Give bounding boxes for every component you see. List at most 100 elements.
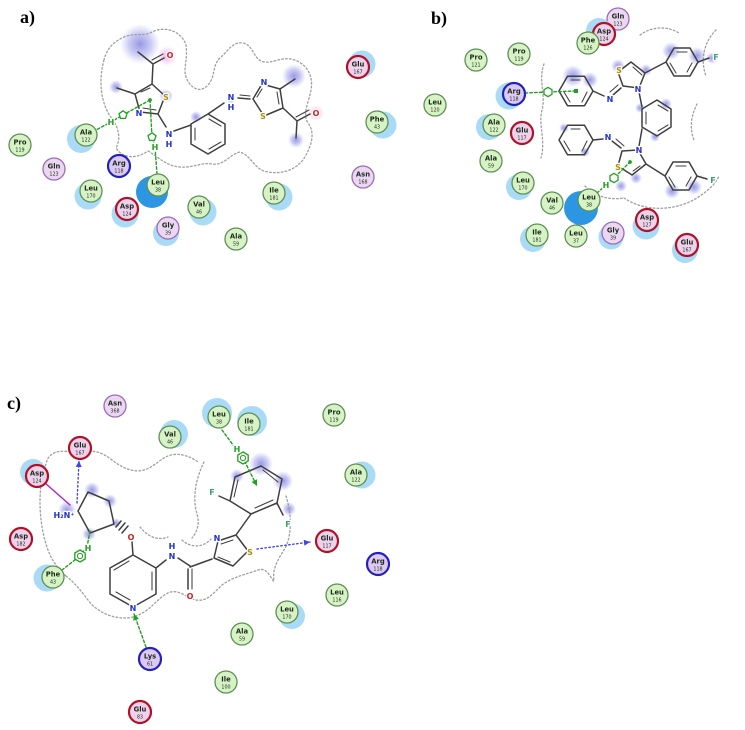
residue-name: Ile xyxy=(269,187,279,195)
residue-circle xyxy=(42,157,66,181)
arrowhead xyxy=(133,614,139,621)
residue-number: 59 xyxy=(233,242,239,248)
atom-label-s: S xyxy=(615,163,621,172)
ring6-marker xyxy=(237,451,249,465)
atom-label-n: N xyxy=(136,109,143,118)
ligand-solvent-blob xyxy=(159,89,173,103)
residue-number: 167 xyxy=(75,451,84,457)
residue-number: 168 xyxy=(358,180,367,186)
residue-number: 39 xyxy=(610,236,616,242)
panel-a-label: a) xyxy=(20,7,35,28)
residue-circle xyxy=(344,463,368,487)
interaction-arene-h-leu38 xyxy=(147,99,158,175)
residue-circle xyxy=(156,216,180,240)
residue-number: 46 xyxy=(167,440,173,446)
residue-name: Leu xyxy=(151,179,165,187)
residue-name: Ile xyxy=(221,676,231,684)
residue-name: Pro xyxy=(512,48,525,56)
residue-name: Pro xyxy=(327,409,340,417)
residue-name: Glu xyxy=(134,706,147,714)
residue-circle xyxy=(8,526,34,552)
ligand-solvent-blob xyxy=(84,482,100,498)
ligand-solvent-blob xyxy=(308,105,324,121)
residue-number: 119 xyxy=(329,418,338,424)
atom-label-h: H xyxy=(169,542,176,551)
residue-number: 117 xyxy=(517,136,526,142)
pocket-contour-c xyxy=(39,450,291,619)
residue-name: Ala xyxy=(485,155,498,163)
residue-name: Leu xyxy=(516,177,530,185)
ligand-solvent-blob xyxy=(582,72,598,88)
residue-name: Ala xyxy=(80,129,93,137)
atom-label-s: S xyxy=(247,548,253,557)
ligand-solvent-blob xyxy=(686,179,702,195)
residue-number: 43 xyxy=(374,125,380,131)
atom-label-n: N xyxy=(607,95,614,104)
residue-circle xyxy=(564,224,588,248)
interaction-cation-arene-arg118 xyxy=(524,86,578,98)
atom-label-o: O xyxy=(187,592,194,601)
ligand-solvent-blob xyxy=(109,80,123,94)
ligand-solvent-blob xyxy=(226,94,236,104)
atom-label-h: H xyxy=(603,181,610,190)
residue-number: 368 xyxy=(110,409,119,415)
aromatic-circle xyxy=(239,454,247,462)
ring-centroid-marker xyxy=(574,89,578,93)
residue-name: Lys xyxy=(144,653,156,661)
atom-label-s: S xyxy=(163,93,169,102)
residue-number: 170 xyxy=(518,186,527,192)
residue-name: Arg xyxy=(371,558,385,566)
arrowhead xyxy=(251,479,257,486)
residue-number: 46 xyxy=(549,206,555,212)
atom-label-n: N xyxy=(261,78,268,87)
residue-circle xyxy=(24,463,50,489)
residue-number: 118 xyxy=(114,169,123,175)
residue-circle xyxy=(634,207,660,233)
interaction-line xyxy=(256,541,311,550)
residue-number: 116 xyxy=(332,598,341,604)
atom-label-n: N xyxy=(169,552,176,561)
residue-name: Leu xyxy=(582,194,596,202)
ring5-marker xyxy=(147,131,157,142)
interaction-arene-h-ala122 xyxy=(95,98,152,131)
arrowhead xyxy=(75,461,82,468)
residue-name: Phe xyxy=(581,37,596,45)
residue-circle xyxy=(158,425,182,449)
residue-name: Glu xyxy=(321,535,334,543)
residue-number: 167 xyxy=(682,248,691,254)
residue-number: 122 xyxy=(81,138,90,144)
residue-name: Gln xyxy=(612,13,625,21)
residue-name: Ile xyxy=(532,229,542,237)
residue-name: Arg xyxy=(112,160,126,168)
residue-name: Glu xyxy=(516,127,529,135)
ring6-marker xyxy=(609,172,619,184)
atom-label-h: H xyxy=(166,140,173,149)
atom-label-h: H xyxy=(234,445,241,454)
residue-number: 127 xyxy=(642,223,651,229)
residue-number: 38 xyxy=(586,203,592,209)
atom-label-o: O xyxy=(313,109,320,118)
interaction-arene-h-phe43 xyxy=(61,530,91,571)
atom-label-s: S xyxy=(260,112,266,121)
residue-circle xyxy=(351,165,375,189)
molecule-c xyxy=(77,465,284,608)
interaction-line xyxy=(149,99,158,175)
residue-name: Gly xyxy=(162,222,175,230)
atom-label-hn: H₂N⁺ xyxy=(53,511,74,520)
ligand-solvent-blob xyxy=(662,42,680,60)
ligand-solvent-blob xyxy=(640,64,652,76)
atom-label-n: N xyxy=(605,133,612,142)
